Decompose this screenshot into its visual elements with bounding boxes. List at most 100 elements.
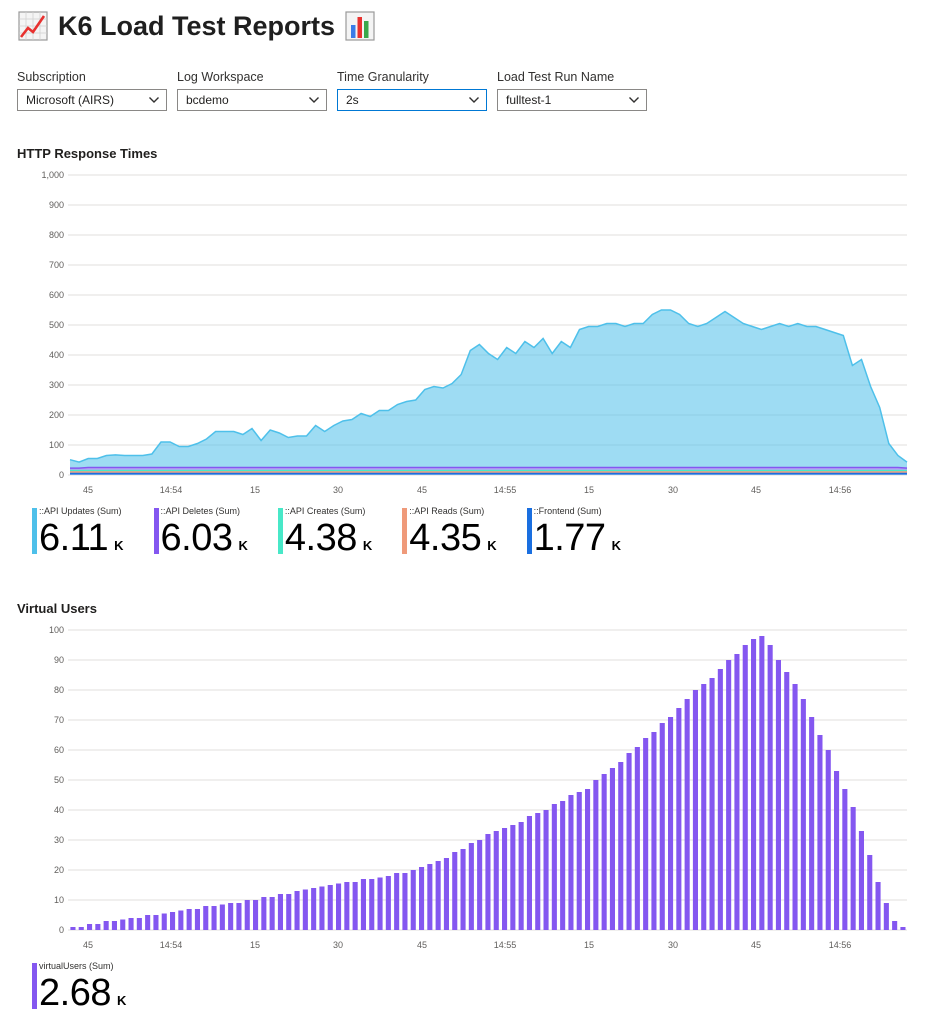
vu-bar[interactable] — [518, 822, 524, 930]
vu-bar[interactable] — [576, 792, 582, 930]
vu-bar[interactable] — [244, 900, 250, 930]
legend-item[interactable]: ::API Reads (Sum) 4.35 K — [402, 506, 497, 558]
legend-item[interactable]: virtualUsers (Sum) 2.68 K — [32, 961, 126, 1013]
vu-bar[interactable] — [394, 873, 400, 930]
vu-bar[interactable] — [759, 636, 765, 930]
vu-bar[interactable] — [858, 831, 864, 930]
vu-bar[interactable] — [634, 747, 640, 930]
vu-bar[interactable] — [211, 906, 217, 930]
vu-bar[interactable] — [875, 882, 881, 930]
vu-bar[interactable] — [70, 927, 76, 930]
vu-bar[interactable] — [502, 828, 508, 930]
legend-item[interactable]: ::API Deletes (Sum) 6.03 K — [153, 506, 248, 558]
vu-bar[interactable] — [834, 771, 840, 930]
area-series-fill[interactable] — [70, 310, 907, 469]
vu-bar[interactable] — [717, 669, 723, 930]
vu-bar[interactable] — [742, 645, 748, 930]
vu-bar[interactable] — [784, 672, 790, 930]
vu-bar[interactable] — [668, 717, 674, 930]
vu-bar[interactable] — [352, 882, 358, 930]
vu-bar[interactable] — [269, 897, 275, 930]
vu-bar[interactable] — [709, 678, 715, 930]
vu-bar[interactable] — [261, 897, 267, 930]
vu-bar[interactable] — [161, 913, 167, 931]
vu-bar[interactable] — [892, 921, 898, 930]
vu-bar[interactable] — [228, 903, 234, 930]
vu-bar[interactable] — [800, 699, 806, 930]
vu-bar[interactable] — [817, 735, 823, 930]
vu-bar[interactable] — [344, 882, 350, 930]
vu-bar[interactable] — [136, 918, 142, 930]
vu-bar[interactable] — [153, 915, 159, 930]
vu-bar[interactable] — [236, 903, 242, 930]
vu-bar[interactable] — [651, 732, 657, 930]
run-name-dropdown[interactable]: fulltest-1 — [497, 89, 647, 111]
vu-bar[interactable] — [178, 910, 184, 931]
vu-bar[interactable] — [95, 924, 101, 930]
legend-item[interactable]: ::Frontend (Sum) 1.77 K — [526, 506, 621, 558]
vu-bar[interactable] — [684, 699, 690, 930]
vu-bar[interactable] — [203, 906, 209, 930]
vu-bar[interactable] — [360, 879, 366, 930]
vu-bar[interactable] — [692, 690, 698, 930]
vu-bar[interactable] — [336, 883, 342, 931]
vu-bar[interactable] — [87, 924, 93, 930]
vu-bar[interactable] — [120, 919, 126, 931]
vu-bar[interactable] — [609, 768, 615, 930]
vu-bar[interactable] — [767, 645, 773, 930]
vu-bar[interactable] — [618, 762, 624, 930]
vu-bar[interactable] — [111, 921, 117, 930]
vu-bar[interactable] — [850, 807, 856, 930]
vu-bar[interactable] — [643, 738, 649, 930]
vu-bar[interactable] — [277, 894, 283, 930]
vu-bar[interactable] — [369, 879, 375, 930]
vu-bar[interactable] — [543, 810, 549, 930]
vu-bar[interactable] — [593, 780, 599, 930]
vu-bar[interactable] — [319, 886, 325, 931]
vu-bar[interactable] — [435, 861, 441, 930]
http-response-chart[interactable]: 1,000 900 800 700 600 500 400 300 200 100 0 45 14:54… — [0, 166, 927, 500]
vu-bar[interactable] — [460, 849, 466, 930]
vu-bar[interactable] — [726, 660, 732, 930]
vu-bar[interactable] — [825, 750, 831, 930]
vu-bar[interactable] — [659, 723, 665, 930]
vu-bar[interactable] — [883, 903, 889, 930]
vu-bar[interactable] — [585, 789, 591, 930]
vu-bar[interactable] — [792, 684, 798, 930]
area-series-line[interactable] — [69, 309, 908, 463]
vu-bar[interactable] — [170, 912, 176, 930]
vu-bar[interactable] — [385, 876, 391, 930]
log-workspace-dropdown[interactable]: bcdemo — [177, 89, 327, 111]
vu-bar[interactable] — [452, 852, 458, 930]
vu-bar[interactable] — [510, 825, 516, 930]
vu-bar[interactable] — [103, 921, 109, 930]
vu-bar[interactable] — [468, 843, 474, 930]
legend-item[interactable]: ::API Updates (Sum) 6.11 K — [32, 506, 124, 558]
vu-bar[interactable] — [842, 789, 848, 930]
vu-bar[interactable] — [734, 654, 740, 930]
legend-item[interactable]: ::API Creates (Sum) 4.38 K — [277, 506, 372, 558]
vu-bar[interactable] — [186, 909, 192, 930]
vu-bar[interactable] — [601, 774, 607, 930]
vu-bar[interactable] — [867, 855, 873, 930]
vu-bar[interactable] — [809, 717, 815, 930]
vu-bar[interactable] — [427, 864, 433, 930]
vu-bar[interactable] — [701, 684, 707, 930]
vu-bar[interactable] — [194, 909, 200, 930]
vu-bar[interactable] — [560, 801, 566, 930]
vu-bar[interactable] — [253, 900, 259, 930]
vu-bar[interactable] — [419, 867, 425, 930]
vu-bar[interactable] — [676, 708, 682, 930]
vu-bar[interactable] — [751, 639, 757, 930]
area-series-line[interactable] — [70, 466, 908, 469]
vu-bar[interactable] — [327, 885, 333, 930]
vu-bar[interactable] — [526, 816, 532, 930]
vu-bar[interactable] — [443, 858, 449, 930]
vu-bar[interactable] — [311, 888, 317, 930]
time-granularity-dropdown[interactable]: 2s — [337, 89, 487, 111]
vu-bar[interactable] — [493, 831, 499, 930]
vu-bar[interactable] — [535, 813, 541, 930]
vu-bar[interactable] — [128, 918, 134, 930]
vu-bar[interactable] — [775, 660, 781, 930]
